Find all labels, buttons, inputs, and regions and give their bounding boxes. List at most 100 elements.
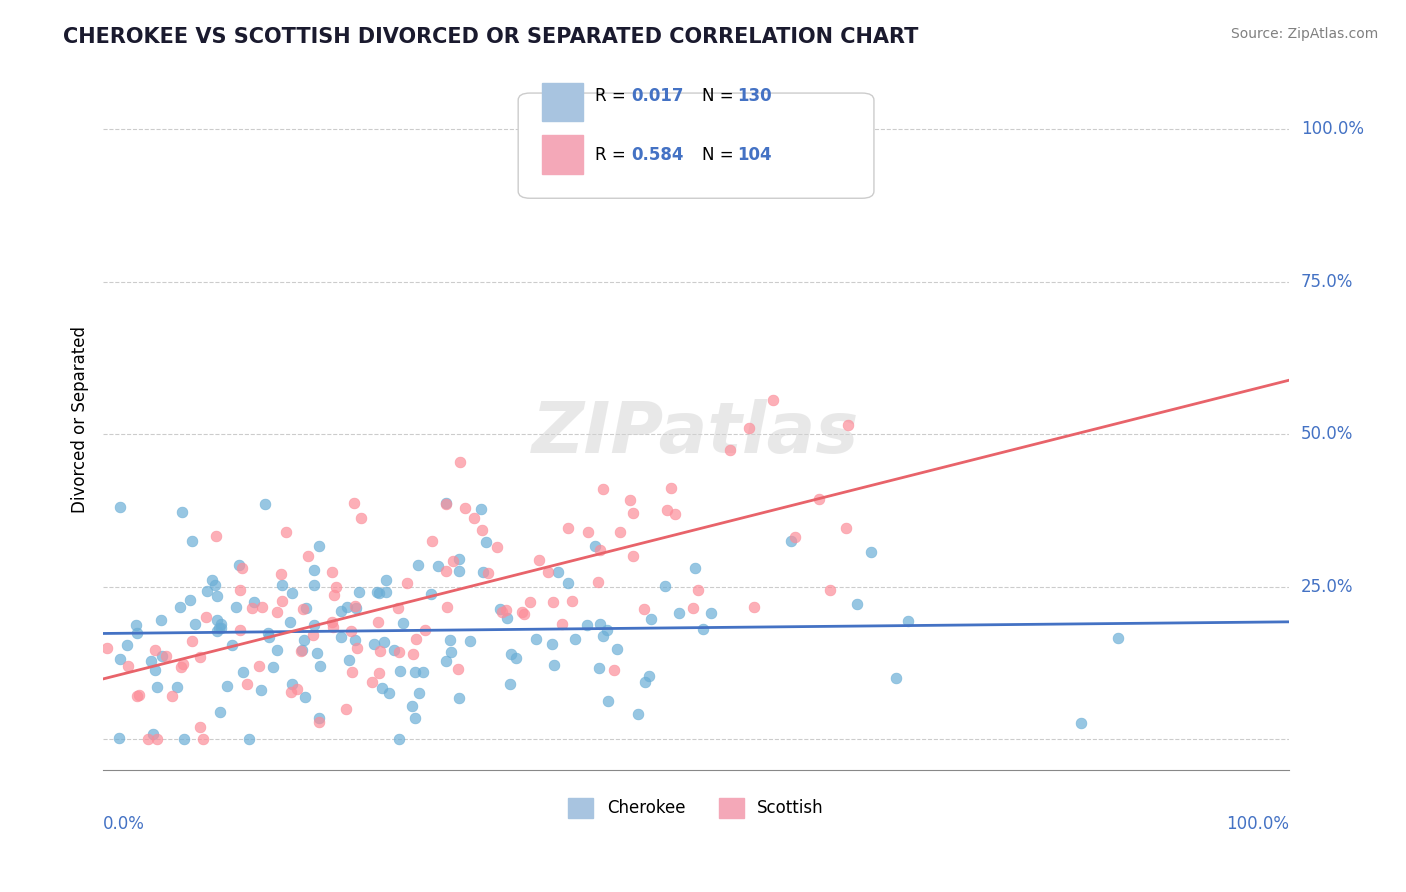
Point [329,630,352,644]
Point [271,578,294,592]
Point [253,497,276,511]
Point [308,714,330,729]
Text: 100.0%: 100.0% [1226,815,1289,833]
Point [692,622,714,636]
Point [387,645,409,659]
Point [360,675,382,690]
Point [302,563,325,577]
Point [322,620,344,634]
Point [205,624,228,639]
Point [699,606,721,620]
Text: 50.0%: 50.0% [1301,425,1353,443]
Point [449,455,471,469]
Point [463,511,485,525]
Point [395,575,418,590]
Point [718,443,741,458]
Point [308,539,330,553]
Text: 75.0%: 75.0% [1301,273,1353,291]
Point [458,633,481,648]
Point [835,521,858,535]
Point [541,637,564,651]
Point [344,601,367,615]
Point [387,601,409,615]
Point [308,658,330,673]
Point [818,582,841,597]
Text: 0.017: 0.017 [631,87,683,105]
Point [557,521,579,535]
Point [436,654,458,668]
Text: 104: 104 [738,145,772,164]
Point [368,586,391,600]
Point [884,672,907,686]
Point [270,567,292,582]
Point [367,615,389,629]
Point [427,559,450,574]
Point [190,720,212,734]
Point [343,632,366,647]
Point [205,589,228,603]
Point [180,533,202,548]
Point [655,503,678,517]
Point [325,580,347,594]
Y-axis label: Divorced or Separated: Divorced or Separated [72,326,89,513]
Point [633,601,655,615]
Point [441,554,464,568]
Point [180,633,202,648]
Point [307,647,329,661]
Text: R =: R = [595,87,631,105]
Point [592,629,614,643]
Point [262,660,284,674]
Point [297,549,319,563]
Point [621,506,644,520]
Point [350,510,373,524]
Point [321,565,343,579]
Point [588,543,610,558]
Point [602,663,624,677]
Point [321,615,343,630]
Point [208,621,231,635]
Point [243,595,266,609]
Point [142,727,165,741]
Point [405,632,427,647]
Point [266,642,288,657]
FancyBboxPatch shape [541,83,583,121]
Text: 0.0%: 0.0% [103,815,145,833]
Point [346,640,368,655]
Point [138,732,160,747]
FancyBboxPatch shape [519,93,875,198]
Point [475,534,498,549]
Point [294,690,316,705]
Point [225,599,247,614]
Text: 100.0%: 100.0% [1301,120,1364,138]
Point [575,617,598,632]
Point [194,610,217,624]
Point [205,613,228,627]
Point [280,586,302,600]
Point [363,637,385,651]
Point [373,635,395,649]
Point [340,665,363,680]
Text: 0.584: 0.584 [631,145,683,164]
Point [392,615,415,630]
Point [343,496,366,510]
Point [160,689,183,703]
Point [378,686,401,700]
Point [621,549,644,564]
Point [368,643,391,657]
Text: 25.0%: 25.0% [1301,578,1354,596]
Point [108,652,131,666]
Point [738,421,761,435]
Point [598,694,620,708]
Point [440,645,463,659]
Point [276,524,298,539]
Point [449,564,471,578]
Point [619,493,641,508]
Point [638,669,661,683]
Text: R =: R = [595,145,631,164]
Point [837,417,859,432]
Point [387,732,409,747]
Point [281,677,304,691]
Point [228,583,250,598]
Point [228,558,250,572]
Point [247,659,270,673]
